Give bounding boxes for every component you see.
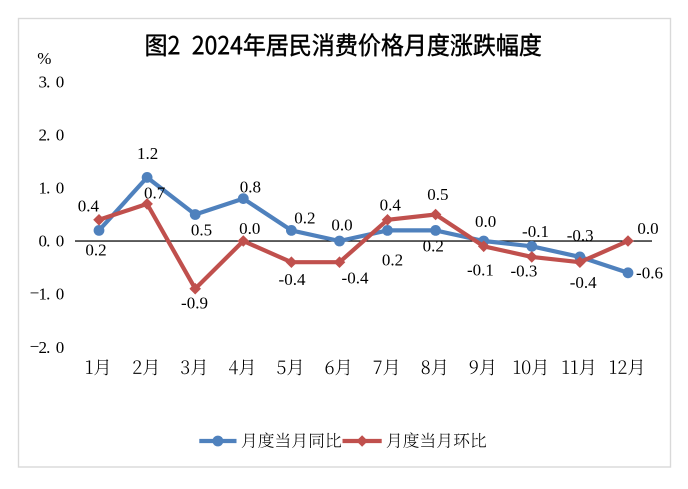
svg-text:−: − (30, 337, 40, 356)
svg-text:0.4: 0.4 (380, 196, 402, 215)
svg-text:0.2: 0.2 (85, 240, 106, 259)
svg-text:0.2: 0.2 (382, 250, 403, 269)
svg-text:0.7: 0.7 (144, 184, 166, 203)
svg-text:-0.1: -0.1 (467, 261, 494, 280)
svg-text:-0.9: -0.9 (181, 294, 208, 313)
svg-text:2: 2 (39, 338, 48, 357)
svg-text:.: . (46, 285, 50, 304)
svg-text:-0.4: -0.4 (279, 270, 306, 289)
svg-text:0: 0 (56, 179, 65, 198)
svg-text:%: % (37, 49, 51, 68)
svg-text:-0.4: -0.4 (570, 273, 597, 292)
svg-text:1.2: 1.2 (137, 144, 158, 163)
svg-text:0.5: 0.5 (191, 221, 212, 240)
svg-text:0.0: 0.0 (475, 212, 496, 231)
svg-text:1: 1 (39, 285, 48, 304)
svg-text:3: 3 (39, 72, 48, 91)
svg-text:.: . (46, 125, 50, 144)
svg-text:-0.3: -0.3 (567, 226, 594, 245)
svg-text:.: . (46, 179, 50, 198)
svg-text:0.8: 0.8 (240, 178, 261, 197)
svg-text:.: . (46, 72, 50, 91)
svg-text:0.0: 0.0 (239, 219, 260, 238)
svg-text:0.2: 0.2 (423, 236, 444, 255)
svg-text:0.5: 0.5 (427, 185, 448, 204)
svg-text:.: . (46, 232, 50, 251)
svg-text:0.0: 0.0 (637, 219, 658, 238)
svg-text:0.4: 0.4 (78, 196, 100, 215)
svg-text:0: 0 (56, 285, 65, 304)
svg-text:0.0: 0.0 (331, 215, 352, 234)
svg-text:0: 0 (56, 72, 65, 91)
svg-text:.: . (46, 338, 50, 357)
svg-text:2: 2 (39, 125, 48, 144)
svg-text:0: 0 (56, 232, 65, 251)
svg-text:0.2: 0.2 (294, 209, 315, 228)
svg-text:0: 0 (56, 338, 65, 357)
svg-text:-0.3: -0.3 (510, 261, 537, 280)
svg-text:0: 0 (39, 232, 48, 251)
svg-text:1: 1 (39, 179, 48, 198)
svg-text:-0.1: -0.1 (522, 222, 549, 241)
svg-text:-0.6: -0.6 (636, 264, 663, 283)
svg-text:−: − (30, 284, 40, 303)
svg-text:0: 0 (56, 125, 65, 144)
svg-text:-0.4: -0.4 (342, 269, 369, 288)
